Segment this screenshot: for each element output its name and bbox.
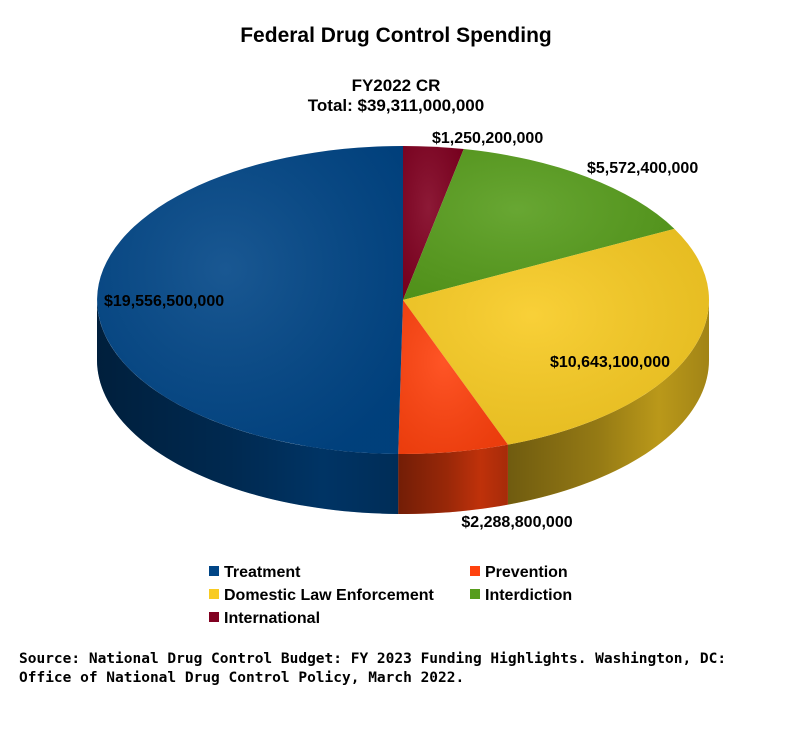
pie-side-prevention [398, 444, 508, 514]
legend-item-treatment: Treatment [209, 563, 300, 583]
legend-label-domestic-law-enforcement: Domestic Law Enforcement [224, 587, 434, 604]
data-label-treatment: $19,556,500,000 [104, 293, 224, 310]
legend-item-domestic-law-enforcement: Domestic Law Enforcement [209, 586, 434, 606]
legend-swatch-international [209, 612, 219, 622]
pie-slice-international [403, 146, 464, 300]
data-label-domestic-law-enforcement: $10,643,100,000 [550, 354, 670, 371]
pie-top [97, 146, 710, 454]
chart-subtitle-line-2: Total: $39,311,000,000 [307, 96, 485, 115]
legend-item-international: International [209, 609, 320, 629]
legend-label-treatment: Treatment [224, 564, 301, 581]
pie-labels: $1,250,200,000 $5,572,400,000 $10,643,100,… [104, 130, 698, 531]
chart-subtitle: FY2022 CR Total: $39,311,000,000 [200, 76, 592, 116]
data-label-prevention: $2,288,800,000 [461, 514, 572, 531]
legend-swatch-prevention [470, 566, 480, 576]
chart-subtitle-line-1: FY2022 CR [351, 76, 441, 95]
legend-label-prevention: Prevention [485, 564, 568, 581]
legend-label-international: International [224, 610, 321, 627]
source-line-1: Source: National Drug Control Budget: FY… [19, 651, 727, 667]
pie-slice-prevention [398, 300, 508, 454]
legend-item-prevention: Prevention [470, 563, 568, 583]
pie-sides [97, 300, 709, 514]
data-label-international: $1,250,200,000 [432, 130, 543, 147]
chart-title: Federal Drug Control Spending [240, 24, 552, 47]
legend-swatch-treatment [209, 566, 219, 576]
legend-label-interdiction: Interdiction [485, 587, 573, 604]
data-label-interdiction: $5,572,400,000 [587, 160, 698, 177]
pie-side-treatment [97, 300, 399, 514]
source-note: Source: National Drug Control Budget: FY… [19, 650, 779, 688]
legend-swatch-domestic-law-enforcement [209, 589, 219, 599]
pie-slice-treatment [97, 146, 403, 454]
pie-side-domestic-law-enforcement [507, 300, 709, 505]
legend-swatch-interdiction [470, 589, 480, 599]
pie-slice-interdiction [403, 149, 675, 300]
source-line-2: Office of National Drug Control Policy, … [19, 670, 465, 686]
legend-item-interdiction: Interdiction [470, 586, 572, 606]
pie-slice-domestic-law-enforcement [403, 228, 710, 445]
